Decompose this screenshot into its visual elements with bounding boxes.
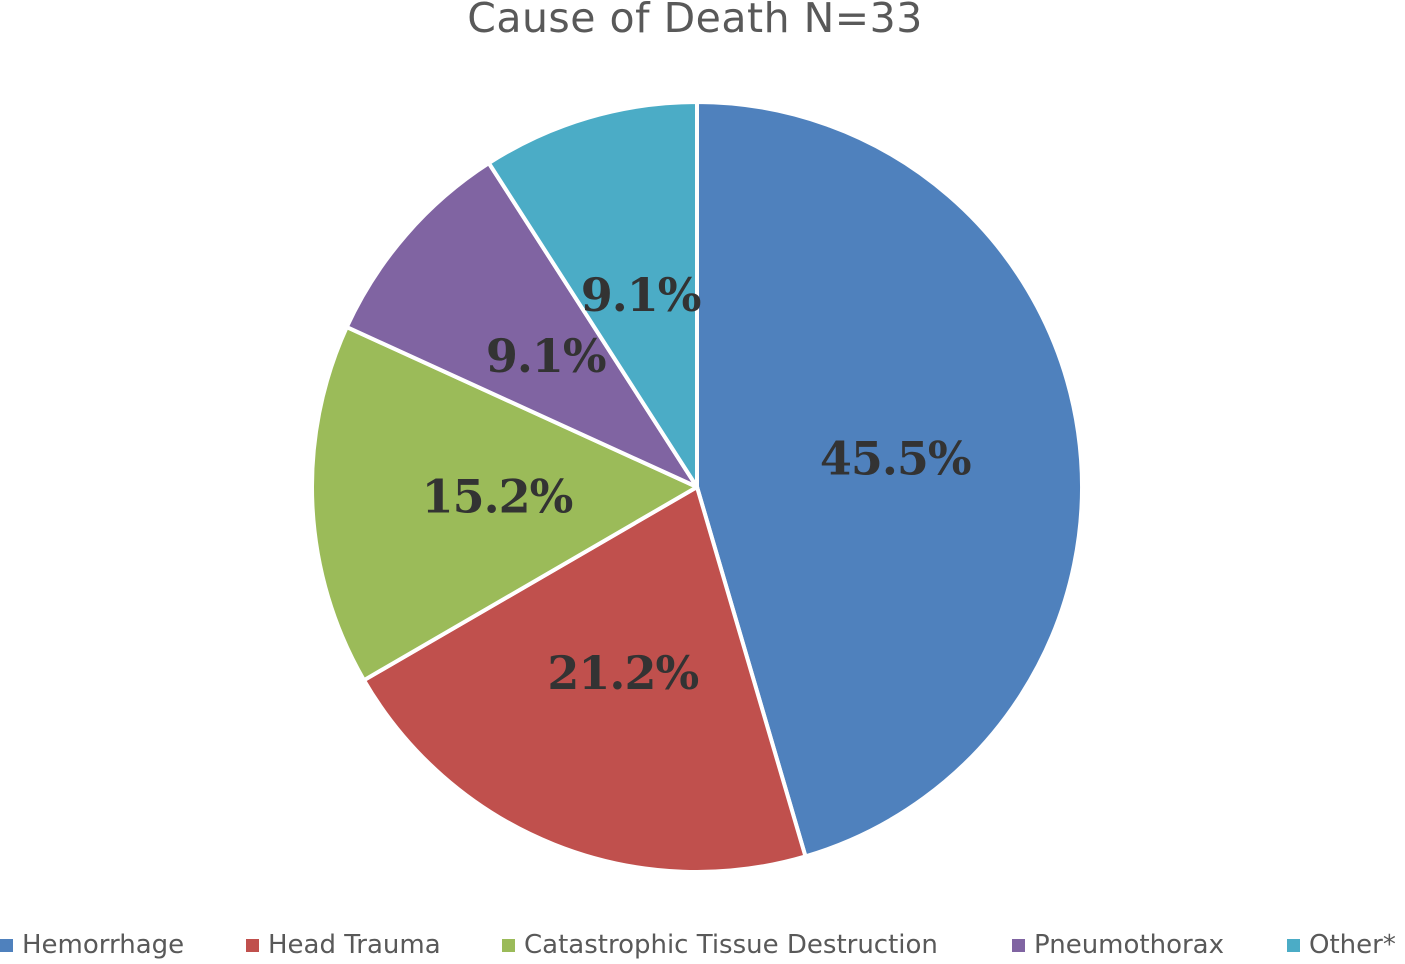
legend-swatch — [1012, 938, 1025, 952]
legend-swatch — [502, 938, 515, 952]
chart-title: Cause of Death N=33 — [467, 0, 923, 42]
data-label-hemorrhage: 45.5% — [820, 432, 971, 486]
legend-item-pneumothorax: Pneumothorax — [1012, 926, 1224, 964]
legend-swatch — [0, 938, 13, 952]
legend-item-hemorrhage: Hemorrhage — [0, 926, 184, 964]
legend-label: Head Trauma — [268, 930, 441, 960]
pie-slice-other — [486, 100, 699, 489]
data-label-pneumothorax: 9.1% — [486, 329, 606, 383]
legend-swatch — [1287, 938, 1300, 952]
pie-slice-pneumothorax — [344, 161, 699, 489]
legend-label: Hemorrhage — [22, 930, 185, 960]
legend-item-head-trauma: Head Trauma — [246, 926, 441, 964]
legend-swatch — [246, 938, 259, 952]
data-label-catastrophic-tissue-destruction: 15.2% — [422, 470, 573, 524]
pie-slices — [310, 100, 1084, 874]
legend-label: Other* — [1309, 930, 1396, 960]
pie-slice-head-trauma — [361, 485, 808, 874]
pie-data-labels: 45.5% 21.2% 15.2% 9.1% 9.1% — [422, 268, 972, 700]
pie-chart: 45.5% 21.2% 15.2% 9.1% 9.1% — [310, 100, 1084, 874]
data-label-head-trauma: 21.2% — [547, 646, 698, 700]
pie-slice-catastrophic-tissue-destruction — [310, 325, 699, 683]
legend-label: Pneumothorax — [1034, 930, 1224, 960]
legend-label: Catastrophic Tissue Destruction — [524, 930, 938, 960]
chart-legend: Hemorrhage Head Trauma Catastrophic Tissue… — [0, 926, 1405, 964]
legend-item-other: Other* — [1287, 926, 1396, 964]
data-label-other: 9.1% — [581, 268, 701, 322]
pie-slice-hemorrhage — [695, 100, 1084, 859]
legend-item-catastrophic-tissue-destruction: Catastrophic Tissue Destruction — [502, 926, 938, 964]
